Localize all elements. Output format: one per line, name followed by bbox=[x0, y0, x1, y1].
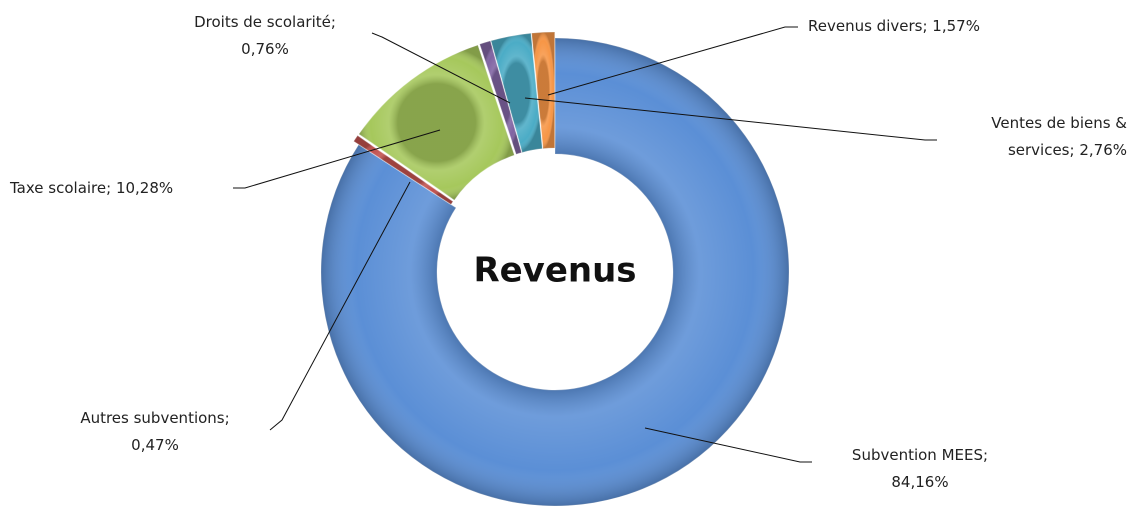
value-label: 1,57% bbox=[932, 17, 980, 35]
value-label: 0,47% bbox=[131, 436, 179, 454]
value-label: 0,76% bbox=[241, 40, 289, 58]
value-label: 10,28% bbox=[115, 179, 174, 197]
data-label: Subvention MEES; 84,16% bbox=[840, 442, 1000, 496]
data-label: Ventes de biens & services; 2,76% bbox=[975, 110, 1127, 164]
leader-line bbox=[547, 26, 798, 96]
leader-line bbox=[644, 427, 812, 463]
category-label: Ventes de biens & services; bbox=[991, 114, 1127, 159]
chart-title: Revenus bbox=[473, 251, 636, 291]
category-label: Autres subventions; bbox=[80, 409, 230, 427]
category-label: Revenus divers; bbox=[808, 17, 928, 35]
category-label: Taxe scolaire; bbox=[10, 179, 112, 197]
leader-line bbox=[233, 129, 441, 189]
value-label: 2,76% bbox=[1079, 141, 1127, 159]
leader-line bbox=[524, 97, 937, 141]
data-label: Droits de scolarité; 0,76% bbox=[180, 9, 350, 63]
data-label: Taxe scolaire; 10,28% bbox=[10, 175, 270, 202]
data-label: Autres subventions; 0,47% bbox=[70, 405, 240, 459]
leader-line bbox=[269, 181, 411, 431]
value-label: 84,16% bbox=[891, 473, 949, 491]
data-label: Revenus divers; 1,57% bbox=[808, 13, 1108, 40]
category-label: Subvention MEES; bbox=[851, 446, 989, 464]
leader-line bbox=[371, 32, 511, 104]
category-label: Droits de scolarité; bbox=[194, 13, 336, 31]
